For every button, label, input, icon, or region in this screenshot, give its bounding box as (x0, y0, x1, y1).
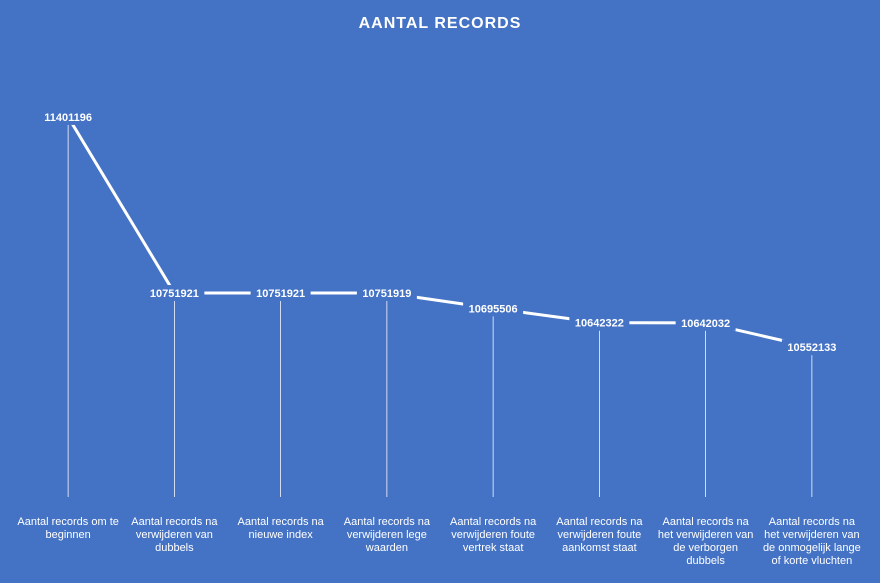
x-tick-label: Aantal records na het verwijderen van de… (762, 516, 861, 567)
label-bg (675, 314, 736, 331)
label-bg (250, 285, 311, 302)
data-label: 10751921 (150, 288, 199, 300)
x-tick-label: Aantal records na het verwijderen van de… (657, 516, 754, 567)
label-bg (356, 285, 417, 302)
label-bg (781, 339, 842, 356)
label-bg (463, 300, 524, 317)
label-bg (569, 314, 630, 331)
x-tick-label: Aantal records na nieuwe index (237, 516, 324, 541)
data-label: 10552133 (787, 342, 836, 354)
data-line (66, 116, 813, 349)
label-bg (38, 108, 99, 125)
x-tick-label: Aantal records na verwijderen van dubbel… (131, 516, 218, 554)
data-label: 10751921 (256, 288, 305, 300)
x-tick-label: Aantal records na verwijderen foute aank… (556, 516, 643, 554)
data-label: 10695506 (469, 303, 518, 315)
data-label: 10642322 (575, 318, 624, 330)
chart-title: AANTAL RECORDS (359, 15, 522, 32)
x-tick-label: Aantal records na verwijderen foute vert… (450, 516, 537, 554)
data-label: 10642032 (681, 318, 730, 330)
x-tick-label: Aantal records om te beginnen (17, 516, 119, 541)
data-label: 11401196 (44, 112, 92, 124)
data-label: 10751919 (362, 288, 411, 300)
x-tick-label: Aantal records na verwijderen lege waard… (343, 516, 430, 554)
label-bg (144, 285, 205, 302)
